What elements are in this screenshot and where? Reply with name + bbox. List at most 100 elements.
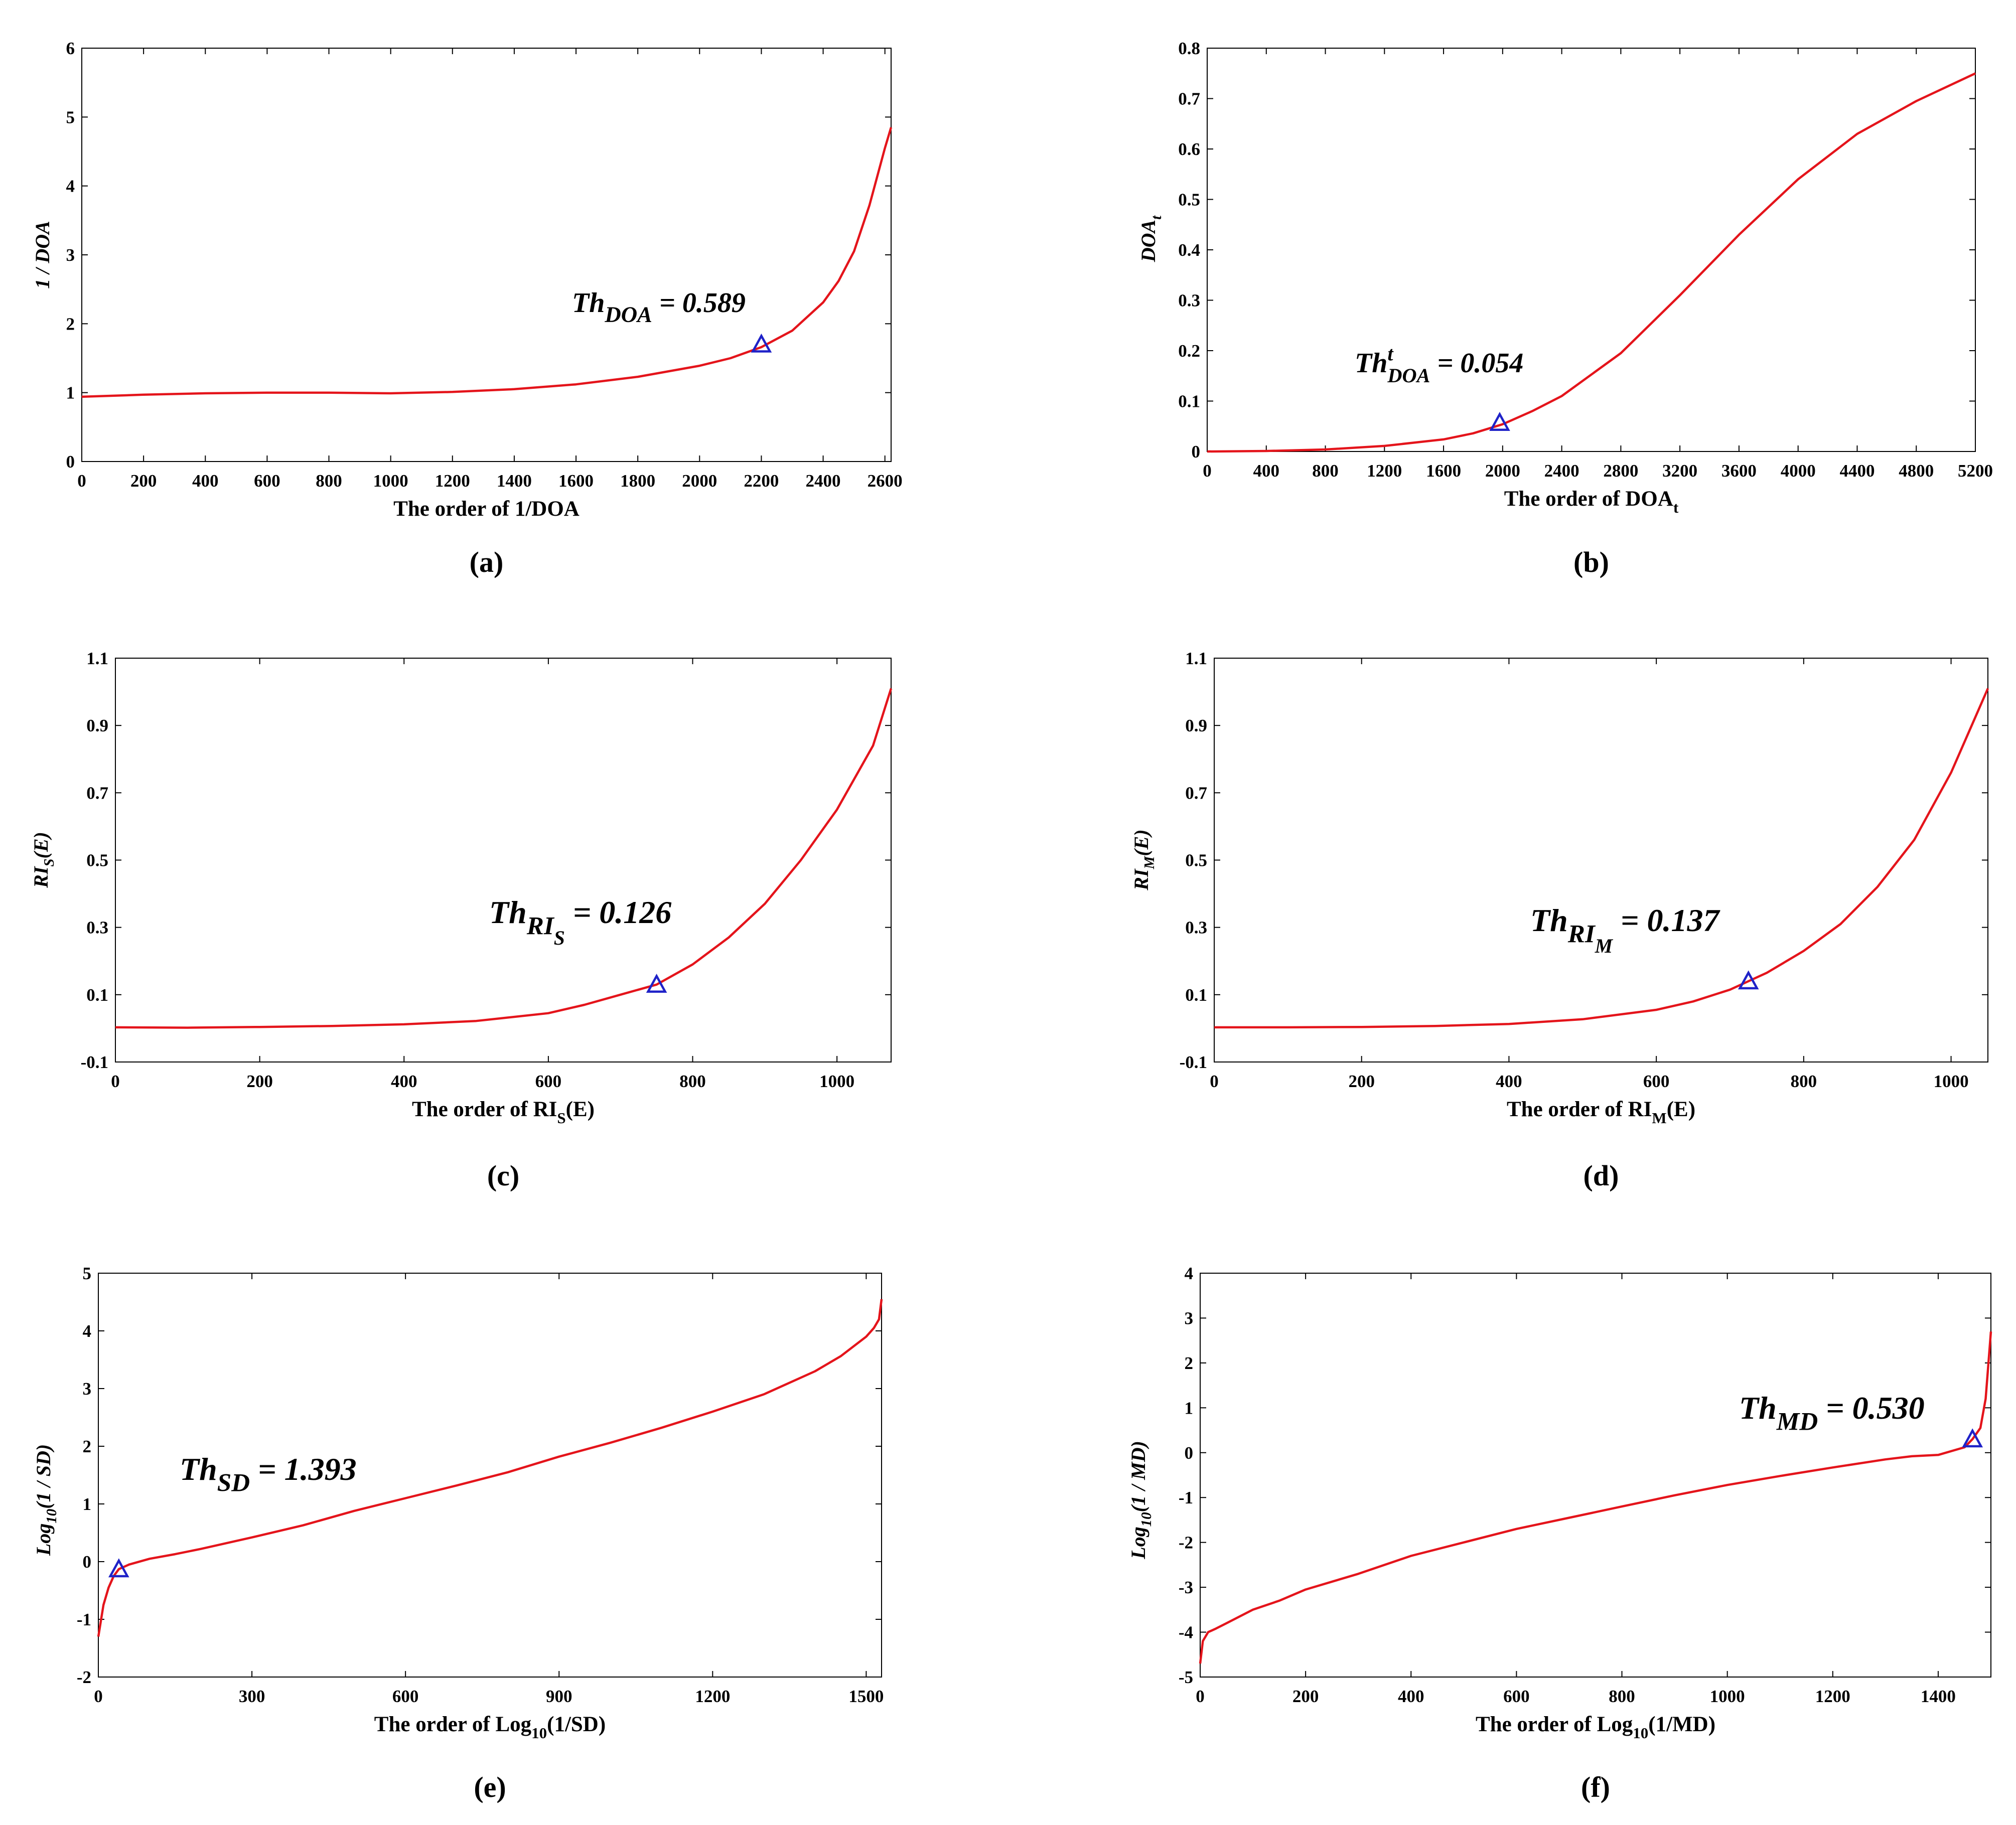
x-axis-label-part: M [1652,1109,1666,1127]
y-tick-label: 0.5 [1185,851,1207,870]
threshold-annotation: Tht DOA = 0.054 [1355,342,1523,387]
threshold-marker [1489,412,1510,431]
panel-label: (e) [474,1771,506,1803]
x-axis-label: The order of RIS(E) [412,1098,595,1127]
x-tick-label: 1600 [558,471,594,491]
y-axis-label-part: (1 / MD) [1127,1441,1149,1512]
annotation-value: = 0.589 [652,287,746,319]
x-tick-label: 1200 [1367,461,1402,481]
threshold-annotation: ThRIM = 0.137 [1530,902,1721,957]
y-tick-label: 4 [83,1321,92,1341]
x-axis-label-part: The order of Log [374,1713,532,1736]
annotation-subscript: MD [1776,1407,1818,1436]
x-tick-label: 200 [130,471,157,491]
y-tick-label: 2 [1185,1353,1194,1373]
y-axis-label: DOAt [1137,215,1165,262]
y-axis-label-part: (1 / SD) [32,1444,55,1509]
chart-panel-c: 0 200 400 600 800 1000 -0.1 0.1 0.3 0.5 0.7 0.9 1.1 T… [30,649,893,1192]
y-axis-label: 1 / DOA [31,221,54,289]
x-tick-label: 2400 [806,471,841,491]
data-line [81,127,893,398]
x-axis-label-part: (1/MD) [1648,1713,1715,1736]
y-axis-label-part: t [1148,215,1165,220]
y-tick-label: -1 [1179,1488,1193,1507]
x-tick-label: 1600 [1426,461,1461,481]
threshold-marker [108,1558,129,1578]
y-tick-label: 4 [1185,1264,1194,1283]
x-tick-label: 1200 [695,1687,730,1706]
data-line [1199,1331,1992,1664]
chart-panel-b: 0 400 800 1200 1600 2000 2400 2800 3200 3600 4000 4… [1137,39,1993,578]
y-tick-label: 6 [66,39,75,58]
x-axis-label-part: 10 [531,1724,547,1742]
data-line [1214,688,1989,1029]
annotation-th: Th [1739,1390,1777,1426]
y-tick-label: 0.7 [1178,89,1200,109]
annotation-subscript: RI [1567,920,1596,948]
plot-frame [1200,1273,1991,1678]
x-tick-label: 800 [1609,1687,1635,1706]
y-tick-label: 3 [83,1379,92,1399]
annotation-value: = 0.126 [565,894,671,930]
panel-label: (f) [1581,1771,1610,1803]
x-tick-label: 1400 [497,471,532,491]
y-axis-label-part: RI [1130,868,1153,891]
data-line [115,688,893,1029]
annotation-subscript: DOA [604,302,652,327]
y-tick-label: 0.2 [1178,341,1200,361]
y-tick-label: 0.3 [1178,291,1200,311]
plot-frame [1214,658,1988,1062]
chart-panel-a: 0 200 400 600 800 1000 1200 1400 1600 1800 2000 220… [31,39,903,578]
x-tick-label: 400 [1496,1072,1522,1091]
x-tick-label: 200 [1348,1072,1375,1091]
x-tick-label: 3600 [1721,461,1757,481]
x-tick-label: 1200 [1815,1687,1850,1706]
y-tick-label: 2 [83,1437,92,1456]
y-tick-label: 0 [1185,1443,1194,1463]
y-tick-label: 0.9 [1185,716,1207,735]
x-tick-label: 1000 [373,471,408,491]
y-tick-label: 1 [66,383,75,403]
y-tick-label: 1.1 [1185,649,1207,668]
threshold-annotation: ThRIS = 0.126 [489,894,671,949]
y-tick-label: -3 [1179,1578,1193,1597]
x-tick-label: 0 [1196,1687,1205,1706]
y-tick-label: -5 [1179,1667,1193,1687]
y-tick-label: 1.1 [86,649,108,668]
y-tick-label: 1 [1185,1398,1194,1418]
x-tick-label: 2000 [1485,461,1520,481]
x-tick-label: 3200 [1662,461,1697,481]
x-tick-label: 600 [392,1687,419,1706]
panel-label: (d) [1583,1159,1619,1192]
chart-panel-d: 0 200 400 600 800 1000 -0.1 0.1 0.3 0.5 0.7 0.9 1.1 T… [1130,649,1989,1192]
y-tick-label: -0.1 [81,1052,108,1072]
annotation-th: Th [489,894,527,930]
annotation-subscript: RI [526,911,555,940]
annotation-value: = 0.530 [1818,1390,1924,1426]
y-axis-label-part: (E) [1130,829,1153,856]
y-axis-label: Log10(1 / SD) [32,1444,60,1556]
chart-panel-f: 0 200 400 600 800 1000 1200 1400 -5 -4 -3 -2 -1 0 1 2 3 4… [1127,1264,1992,1803]
y-axis-label-part: M [1141,855,1158,869]
y-axis-label-part: Log [1127,1527,1149,1559]
threshold-marker [1962,1428,1983,1448]
y-axis-label: RIM(E) [1130,829,1158,890]
x-tick-label: 2200 [744,471,779,491]
x-axis-label-part: The order of DOA [1504,487,1673,511]
threshold-annotation: ThSD = 1.393 [180,1451,357,1497]
x-tick-label: 1000 [819,1072,854,1091]
y-axis-label-part: RI [30,866,52,888]
plot-frame [115,658,892,1062]
x-tick-label: 2400 [1544,461,1579,481]
y-tick-label: 3 [66,245,75,265]
threshold-annotation: ThDOA = 0.589 [572,287,746,327]
x-tick-label: 800 [1791,1072,1817,1091]
x-axis-label: The order of Log10(1/MD) [1476,1713,1715,1742]
y-axis-label-part: (E) [30,832,52,858]
data-line [1207,72,1976,453]
y-tick-label: 0.1 [86,985,108,1005]
x-tick-label: 4800 [1899,461,1934,481]
panel-label: (a) [470,546,504,578]
y-tick-label: -0.1 [1180,1052,1207,1072]
